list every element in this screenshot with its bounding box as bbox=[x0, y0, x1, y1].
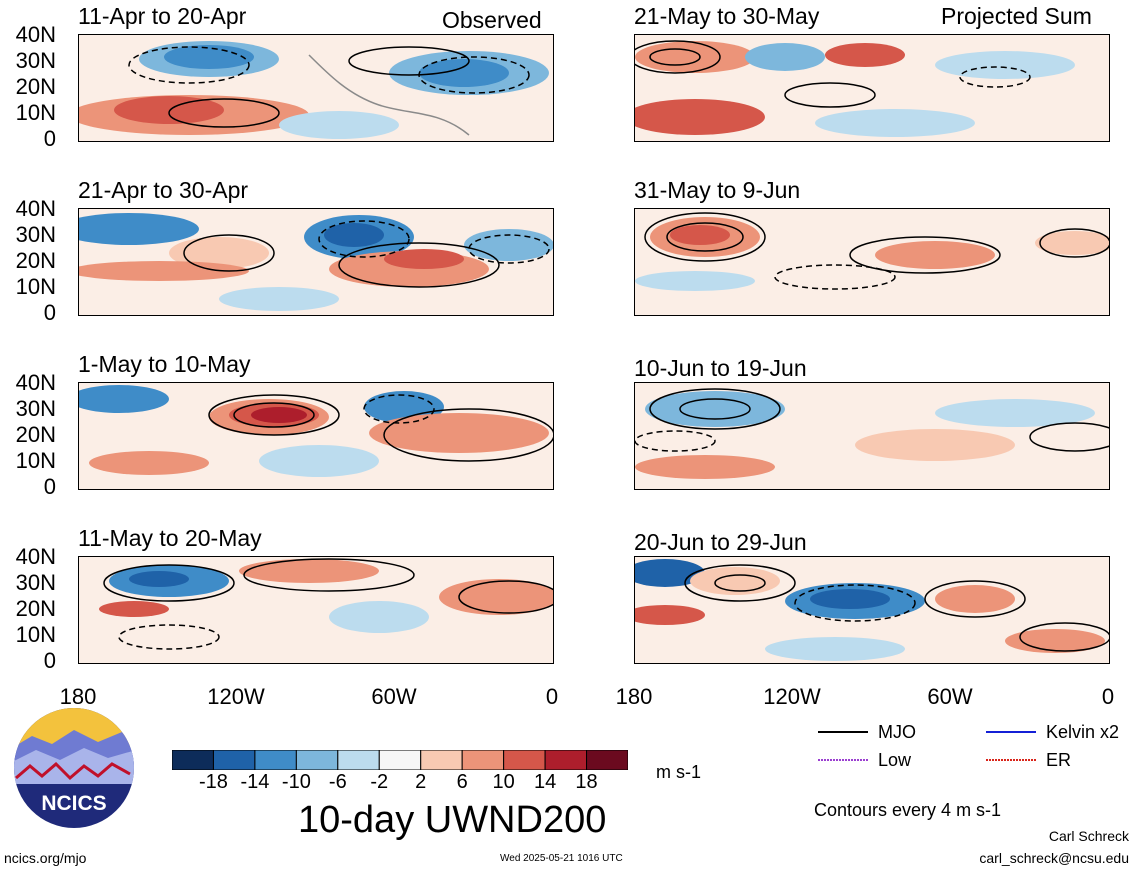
map-observed-4 bbox=[78, 556, 554, 664]
colorbar-swatch bbox=[420, 749, 463, 771]
observed-label: Observed bbox=[442, 7, 542, 33]
logo-text: NCICS bbox=[41, 792, 106, 815]
ncics-logo: NCICS bbox=[12, 706, 136, 830]
colorbar bbox=[171, 749, 629, 771]
colorbar-swatch bbox=[171, 749, 214, 771]
panel-title-observed-4: 11-May to 20-May bbox=[78, 525, 262, 551]
lat-label: 10N bbox=[15, 100, 56, 125]
map-observed-3 bbox=[78, 382, 554, 490]
footer-url: ncics.org/mjo bbox=[4, 850, 87, 866]
panel-title-projected-2: 31-May to 9-Jun bbox=[634, 177, 801, 203]
colorbar-tick-label: 14 bbox=[533, 771, 557, 793]
panel-title-observed-1: 11-Apr to 20-Apr bbox=[78, 3, 247, 29]
panel-title-observed-2: 21-Apr to 30-Apr bbox=[78, 177, 249, 203]
line-legend: MJO Kelvin x2 Low ER bbox=[814, 722, 1134, 778]
map-projected-2 bbox=[634, 208, 1110, 316]
colorbar-tick-label: 6 bbox=[456, 771, 468, 793]
legend-er-label: ER bbox=[1046, 750, 1072, 770]
map-observed-2 bbox=[78, 208, 554, 316]
lat-label: 40N bbox=[15, 22, 56, 47]
colorbar-tick-label: -18 bbox=[199, 771, 228, 793]
lat-label: 40N bbox=[15, 544, 56, 569]
colorbar-tick-label: 2 bbox=[415, 771, 427, 793]
lat-label: 20N bbox=[15, 596, 56, 621]
contour-note: Contours every 4 m s-1 bbox=[814, 800, 1002, 820]
legend-low-label: Low bbox=[878, 750, 912, 770]
colorbar-swatch bbox=[544, 749, 588, 771]
colorbar-swatch bbox=[378, 749, 422, 771]
colorbar-tick-label: -2 bbox=[370, 771, 389, 793]
figure-title: 10-day UWND200 bbox=[298, 799, 607, 841]
lat-label: 0 bbox=[43, 126, 56, 151]
lon-label-60w-right: 60W bbox=[927, 684, 973, 709]
legend-mjo-label: MJO bbox=[878, 722, 916, 742]
colorbar-tick-label: -6 bbox=[328, 771, 347, 793]
panel-title-projected-3: 10-Jun to 19-Jun bbox=[634, 355, 807, 381]
lat-label: 40N bbox=[15, 196, 56, 221]
map-projected-4 bbox=[634, 556, 1110, 664]
panel-title-projected-4: 20-Jun to 29-Jun bbox=[634, 529, 807, 555]
lon-label-120w-left: 120W bbox=[207, 684, 265, 709]
lon-label-0-left: 0 bbox=[545, 684, 559, 709]
colorbar-swatch bbox=[212, 749, 256, 771]
colorbar-swatch bbox=[586, 749, 629, 771]
lat-label: 0 bbox=[43, 648, 56, 673]
colorbar-tick-label: -10 bbox=[281, 771, 311, 793]
lat-label: 0 bbox=[43, 300, 56, 325]
lon-label-0-right: 0 bbox=[1101, 684, 1115, 709]
map-observed-1 bbox=[78, 34, 554, 142]
colorbar-swatch bbox=[295, 749, 339, 771]
lat-label: 20N bbox=[15, 422, 56, 447]
map-projected-3 bbox=[634, 382, 1110, 490]
panel-title-projected-1: 21-May to 30-May bbox=[634, 3, 820, 29]
lat-label: 20N bbox=[15, 74, 56, 99]
lon-label-180-right: 180 bbox=[615, 684, 653, 709]
colorbar-swatch bbox=[503, 749, 546, 771]
footer-timestamp: Wed 2025-05-21 1016 UTC bbox=[500, 853, 623, 864]
lat-label: 30N bbox=[15, 48, 56, 73]
lon-label-120w-right: 120W bbox=[763, 684, 821, 709]
colorbar-tick-label: -14 bbox=[240, 771, 270, 793]
lat-label: 20N bbox=[15, 248, 56, 273]
colorbar-swatch bbox=[337, 749, 380, 771]
lat-label: 10N bbox=[15, 448, 56, 473]
map-projected-1 bbox=[634, 34, 1110, 142]
panel-title-observed-3: 1-May to 10-May bbox=[78, 351, 251, 377]
lat-label: 30N bbox=[15, 570, 56, 595]
footer-author: Carl Schreck bbox=[1048, 828, 1129, 844]
lon-label-60w-left: 60W bbox=[371, 684, 417, 709]
lat-label: 10N bbox=[15, 622, 56, 647]
colorbar-swatch bbox=[461, 749, 505, 771]
legend-kelvin-label: Kelvin x2 bbox=[1046, 722, 1120, 742]
colorbar-tick-label: 18 bbox=[575, 771, 598, 793]
lon-label-180-left: 180 bbox=[59, 684, 97, 709]
projected-sum-label: Projected Sum bbox=[941, 3, 1092, 29]
lat-label: 10N bbox=[15, 274, 56, 299]
lat-label: 30N bbox=[15, 222, 56, 247]
lat-label: 0 bbox=[43, 474, 56, 499]
colorbar-tick-label: 10 bbox=[492, 771, 515, 793]
colorbar-units: m s-1 bbox=[656, 762, 701, 782]
lat-label: 40N bbox=[15, 370, 56, 395]
lat-label: 30N bbox=[15, 396, 56, 421]
colorbar-swatch bbox=[254, 749, 297, 771]
footer-email: carl_schreck@ncsu.edu bbox=[979, 850, 1129, 866]
